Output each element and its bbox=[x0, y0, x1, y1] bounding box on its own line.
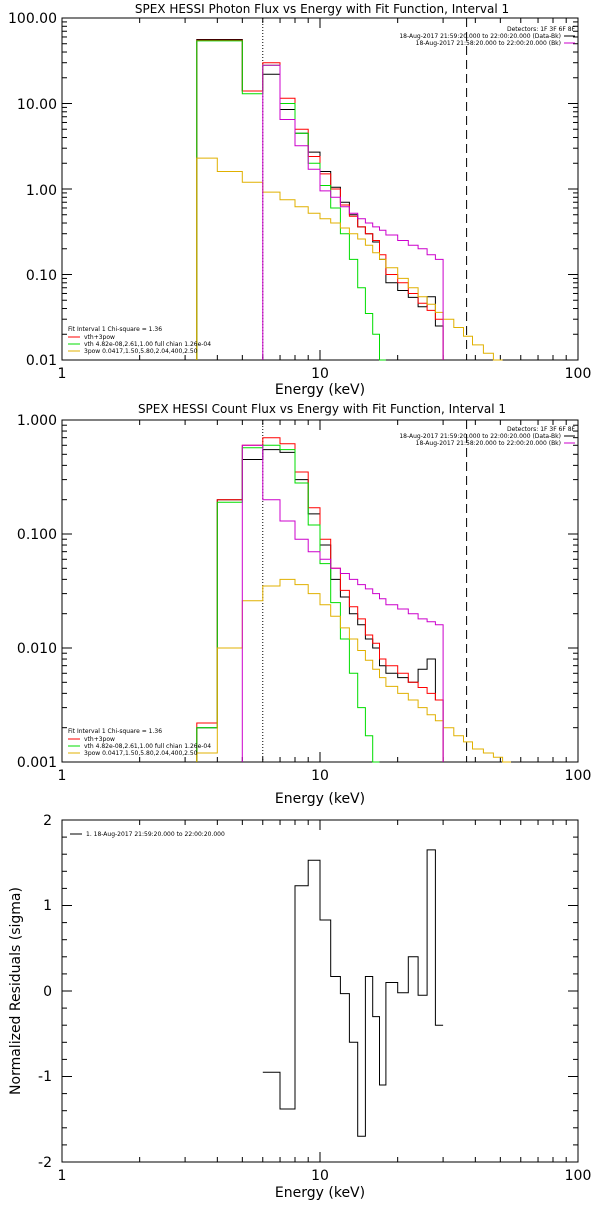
count-xtick-label: 100 bbox=[565, 768, 592, 784]
residuals-ytick-label: -2 bbox=[38, 1155, 52, 1171]
count-xlabel: Energy (keV) bbox=[275, 791, 365, 807]
count-series-data bbox=[196, 449, 444, 762]
photon-ytick-label: 0.01 bbox=[26, 353, 57, 369]
residuals-ylabel: Normalized Residuals (sigma) bbox=[8, 887, 24, 1095]
photon-ytick-label: 100.00 bbox=[8, 11, 57, 27]
count-xtick-label: 1 bbox=[58, 768, 67, 784]
count-series-thermal bbox=[196, 444, 380, 763]
residuals-series-data bbox=[262, 849, 444, 1137]
residuals-marks bbox=[61, 819, 578, 1163]
count-legend-vth: vth 4.82e-08,2.61,1.00 full chian 1.26e-… bbox=[84, 743, 211, 750]
residuals-xtick-label: 10 bbox=[311, 1168, 329, 1184]
photon-series-thermal bbox=[196, 40, 386, 361]
count-ytick-label: 0.010 bbox=[17, 641, 57, 657]
count-marks bbox=[61, 420, 578, 763]
photon-legend-fit: vth+3pow bbox=[84, 334, 115, 341]
residuals-ytick-label: 0 bbox=[43, 984, 52, 1000]
photon-info-detectors: Detectors: 1F 3F 6F 8F bbox=[507, 26, 576, 33]
photon-xtick-label: 1 bbox=[58, 366, 67, 382]
count-xtick-label: 10 bbox=[311, 768, 329, 784]
count-legend-fit: vth+3pow bbox=[84, 736, 115, 743]
count-plot-frame bbox=[61, 419, 579, 763]
photon-series-background bbox=[262, 64, 444, 360]
photon-ytick-label: 10.00 bbox=[17, 97, 57, 113]
photon-ytick-label: 1.00 bbox=[26, 183, 57, 199]
photon-series-data bbox=[196, 39, 444, 360]
count-ytick-label: 0.100 bbox=[17, 527, 57, 543]
residuals-xtick-label: 100 bbox=[565, 1168, 592, 1184]
photon-ytick-label: 0.10 bbox=[26, 268, 57, 284]
residuals-ytick-label: 1 bbox=[43, 898, 52, 914]
count-info-data-interval: 18-Aug-2017 21:59:20.000 to 22:00:20.000… bbox=[399, 433, 561, 440]
residuals-ytick-label: 2 bbox=[43, 813, 52, 829]
count-series-background bbox=[241, 444, 444, 762]
photon-series-fit bbox=[196, 39, 444, 360]
photon-series-powerlaw bbox=[196, 157, 503, 361]
photon-legend-pow: 3pow 0.0417,1.50,5.80,2.04,400,2.50 bbox=[84, 348, 198, 355]
photon-marks bbox=[61, 18, 578, 361]
residuals-panel: 1. 18-Aug-2017 21:59:20.000 to 22:00:20.… bbox=[8, 813, 592, 1201]
photon-xtick-label: 100 bbox=[565, 366, 592, 382]
photon-legend-vth: vth 4.82e-08,2.61,1.00 full chian 1.26e-… bbox=[84, 341, 211, 348]
photon-xtick-label: 10 bbox=[311, 366, 329, 382]
photon-xlabel: Energy (keV) bbox=[275, 382, 365, 398]
photon-flux-panel: SPEX HESSI Photon Flux vs Energy with Fi… bbox=[8, 2, 591, 398]
count-legend: Fit Interval 1 Chi-square = 1.36 vth+3po… bbox=[68, 728, 211, 757]
photon-info-data-interval: 18-Aug-2017 21:59:20.000 to 22:00:20.000… bbox=[399, 33, 561, 40]
count-series-fit bbox=[196, 437, 444, 762]
photon-panel-title: SPEX HESSI Photon Flux vs Energy with Fi… bbox=[135, 2, 509, 16]
residuals-legend-interval: 1. 18-Aug-2017 21:59:20.000 to 22:00:20.… bbox=[86, 831, 225, 838]
count-legend-chi: Fit Interval 1 Chi-square = 1.36 bbox=[68, 728, 162, 735]
photon-info-box: Detectors: 1F 3F 6F 8F 18-Aug-2017 21:59… bbox=[399, 26, 575, 47]
residuals-xtick-label: 1 bbox=[58, 1168, 67, 1184]
photon-info-bk-interval: 18-Aug-2017 21:58:20.000 to 22:00:20.000… bbox=[416, 40, 561, 47]
count-series-powerlaw bbox=[196, 578, 511, 763]
count-legend-pow: 3pow 0.0417,1.50,5.80,2.04,400,2.50 bbox=[84, 750, 198, 757]
count-ytick-label: 0.001 bbox=[17, 755, 57, 771]
count-flux-panel: SPEX HESSI Count Flux vs Energy with Fit… bbox=[17, 402, 591, 807]
count-panel-title: SPEX HESSI Count Flux vs Energy with Fit… bbox=[138, 402, 506, 416]
count-info-detectors: Detectors: 1F 3F 6F 8F bbox=[507, 426, 576, 433]
residuals-xlabel: Energy (keV) bbox=[275, 1185, 365, 1200]
count-ytick-label: 1.000 bbox=[17, 413, 57, 429]
residuals-legend: 1. 18-Aug-2017 21:59:20.000 to 22:00:20.… bbox=[70, 831, 225, 838]
residuals-ytick-label: -1 bbox=[38, 1069, 52, 1085]
photon-legend: Fit Interval 1 Chi-square = 1.36 vth+3po… bbox=[68, 326, 211, 355]
count-info-bk-interval: 18-Aug-2017 21:58:20.000 to 22:00:20.000… bbox=[416, 440, 561, 447]
count-info-box: Detectors: 1F 3F 6F 8F 18-Aug-2017 21:59… bbox=[399, 426, 575, 447]
photon-legend-chi: Fit Interval 1 Chi-square = 1.36 bbox=[68, 326, 162, 333]
